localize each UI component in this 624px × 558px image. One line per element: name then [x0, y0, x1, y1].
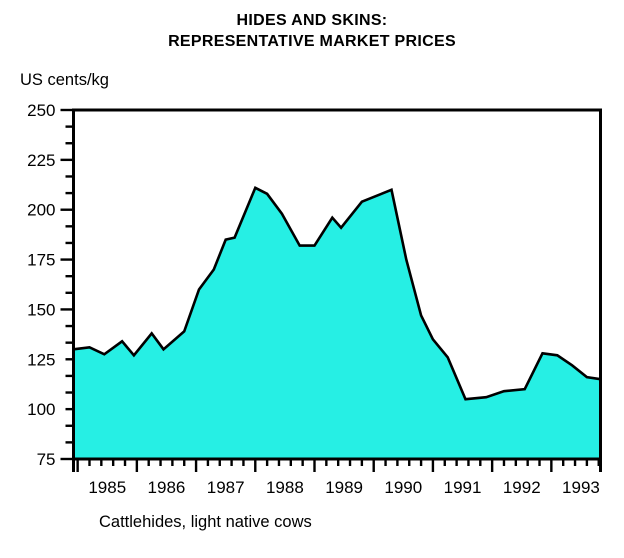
x-axis-ticks — [76, 459, 600, 472]
price-area — [73, 187, 601, 460]
svg-text:1989: 1989 — [325, 478, 363, 497]
svg-text:75: 75 — [37, 450, 56, 469]
price-line — [73, 186, 601, 401]
svg-text:1993: 1993 — [562, 478, 600, 497]
svg-text:125: 125 — [27, 350, 55, 369]
y-axis-ticks — [60, 108, 74, 461]
svg-text:1992: 1992 — [503, 478, 541, 497]
svg-text:225: 225 — [27, 151, 55, 170]
svg-text:150: 150 — [27, 300, 55, 319]
chart-caption: Cattlehides, light native cows — [99, 513, 312, 531]
y-axis-unit-label: US cents/kg — [20, 71, 109, 89]
chart-title-line-1: HIDES AND SKINS: — [236, 12, 388, 29]
svg-text:1988: 1988 — [266, 478, 304, 497]
svg-text:1991: 1991 — [444, 478, 482, 497]
svg-text:100: 100 — [27, 400, 55, 419]
svg-text:1985: 1985 — [88, 478, 126, 497]
svg-text:200: 200 — [27, 201, 55, 220]
svg-text:1990: 1990 — [384, 478, 422, 497]
svg-text:175: 175 — [27, 251, 55, 270]
chart-title: HIDES AND SKINS: REPRESENTATIVE MARKET P… — [0, 10, 624, 52]
y-axis-labels: 250 225 200 175 150 125 100 75 — [27, 101, 55, 469]
svg-text:1987: 1987 — [207, 478, 245, 497]
chart-title-line-2: REPRESENTATIVE MARKET PRICES — [168, 33, 456, 50]
svg-text:250: 250 — [27, 101, 55, 120]
svg-text:1986: 1986 — [148, 478, 186, 497]
x-axis-labels: 1985 1986 1987 1988 1989 1990 1991 1992 1993 — [88, 478, 600, 497]
